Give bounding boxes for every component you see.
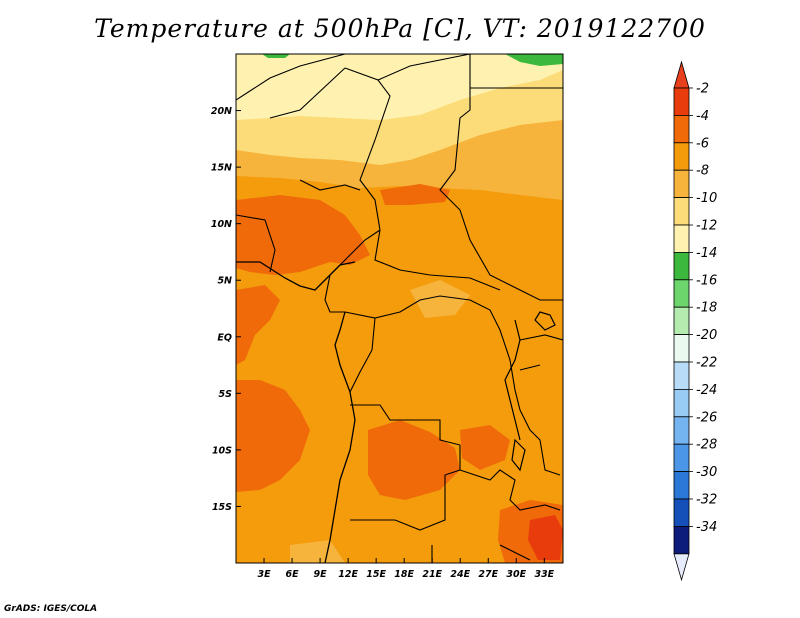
colorbar-label: -24	[696, 383, 717, 398]
colorbar-label: -8	[696, 164, 709, 179]
warm-patch-atlantic-south	[236, 380, 310, 492]
colorbar-bottom-arrow	[673, 553, 690, 582]
x-tick-label: 33E	[534, 569, 554, 580]
hot-patch-southeast	[528, 515, 563, 560]
colorbar: -2 -4 -6 -8 -10 -12 -14 -16 -18 -20 -22 -24 -26 -28 -3…	[673, 60, 717, 582]
colorbar-swatch	[673, 169, 690, 198]
colorbar-label: -28	[696, 438, 717, 453]
colorbar-swatch	[673, 471, 690, 500]
colorbar-label: -4	[696, 109, 709, 124]
latitude-axis: 20N 15N 10N 5N EQ 5S 10S 15S	[211, 106, 241, 513]
colorbar-swatch	[673, 279, 690, 308]
colorbar-label: -22	[696, 356, 717, 371]
y-tick-label: EQ	[217, 332, 232, 343]
grads-credit: GrADS: IGES/COLA	[4, 604, 98, 614]
colorbar-swatch	[673, 87, 690, 116]
colorbar-swatch	[673, 115, 690, 144]
colorbar-swatch	[673, 443, 690, 473]
x-tick-label: 3E	[257, 569, 271, 580]
top-band	[236, 54, 563, 120]
warm-patch-angola	[368, 420, 460, 500]
colorbar-label: -10	[696, 191, 717, 206]
colorbar-swatch	[673, 361, 690, 390]
lakes	[504, 311, 556, 472]
temperature-field	[236, 54, 563, 563]
colorbar-swatch	[673, 334, 690, 363]
x-tick-label: 9E	[314, 569, 328, 580]
colorbar-swatch	[673, 197, 690, 226]
y-tick-label: 5N	[217, 276, 232, 287]
warm-patch-west-coast	[236, 285, 280, 365]
colorbar-label: -30	[696, 465, 717, 480]
y-tick-label: 15N	[211, 163, 232, 174]
x-tick-label: 15E	[366, 569, 386, 580]
longitude-axis: 3E 6E 9E 12E 15E 18E 21E 24E 27E 30E 33E	[257, 558, 555, 580]
colorbar-swatch	[673, 251, 690, 281]
colorbar-swatch	[673, 224, 690, 253]
colorbar-swatch	[673, 388, 690, 418]
y-tick-label: 10N	[211, 219, 232, 230]
colorbar-swatch	[673, 498, 690, 527]
colorbar-swatch	[673, 526, 690, 555]
colorbar-label: -34	[696, 520, 717, 535]
x-tick-label: 6E	[286, 569, 300, 580]
x-tick-label: 30E	[506, 569, 526, 580]
x-tick-label: 24E	[450, 569, 470, 580]
colorbar-swatch	[673, 306, 690, 336]
colorbar-label: -18	[696, 301, 717, 316]
y-tick-label: 20N	[211, 106, 232, 117]
x-tick-label: 27E	[478, 569, 498, 580]
map-frame	[235, 53, 564, 564]
x-tick-label: 18E	[394, 569, 414, 580]
colorbar-label: -32	[696, 493, 717, 508]
y-tick-label: 15S	[212, 502, 232, 513]
warm-patch-sahel	[380, 184, 450, 205]
colorbar-label: -14	[696, 246, 717, 261]
chart-title: Temperature at 500hPa [C], VT: 201912270…	[94, 14, 706, 43]
pale-patch-southwest	[290, 540, 345, 563]
green-patch-ne	[505, 54, 563, 66]
x-tick-label: 21E	[422, 569, 442, 580]
colorbar-swatch	[673, 142, 690, 171]
y-tick-label: 5S	[219, 389, 233, 400]
warm-patch-nigeria	[236, 195, 370, 275]
coastline	[236, 261, 356, 563]
green-patch-nw	[262, 54, 290, 58]
colorbar-swatch	[673, 416, 690, 445]
warm-patch-east	[460, 425, 510, 470]
colorbar-label: -20	[696, 328, 717, 343]
country-borders	[236, 54, 563, 563]
x-tick-label: 12E	[338, 569, 358, 580]
colorbar-label: -2	[696, 82, 709, 97]
colorbar-label: -16	[696, 273, 717, 288]
colorbar-label: -26	[696, 410, 717, 425]
pale-patch-central	[410, 280, 470, 318]
y-tick-label: 10S	[212, 445, 232, 456]
colorbar-label: -6	[696, 136, 709, 151]
colorbar-top-arrow	[673, 60, 690, 89]
colorbar-label: -12	[696, 219, 717, 234]
